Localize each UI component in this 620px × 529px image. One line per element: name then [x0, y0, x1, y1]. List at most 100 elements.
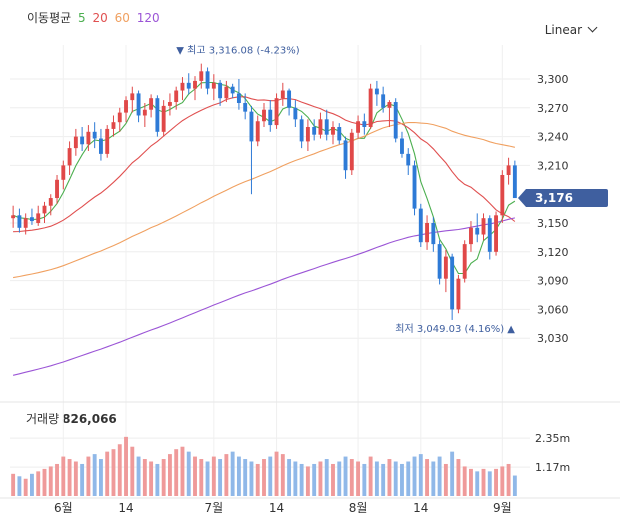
- candle: [456, 274, 461, 314]
- volume-bar: [494, 468, 498, 496]
- candle-body: [362, 121, 367, 127]
- candle-body: [230, 86, 235, 94]
- candle: [481, 213, 486, 241]
- candle: [324, 109, 329, 141]
- volume-bar: [236, 456, 241, 496]
- ma-legend-60[interactable]: 60: [114, 11, 130, 25]
- y-tick-label: 3,120: [537, 246, 569, 259]
- annotations: ▼ 최고 3,316.08 (-4.23%) 최저 3,049.03 (4.16%…: [176, 45, 608, 335]
- candle-body: [92, 131, 97, 139]
- candle-body: [130, 93, 135, 101]
- candle: [280, 82, 285, 106]
- volume-bar: [312, 463, 317, 496]
- volume-bar: [475, 471, 480, 496]
- candle-body: [199, 71, 204, 81]
- candle-body: [318, 119, 323, 135]
- volume-bar: [17, 476, 22, 496]
- volume-bar: [117, 444, 122, 496]
- volume-bar: [469, 468, 473, 496]
- candle: [487, 215, 492, 260]
- candle-body: [450, 256, 455, 310]
- volume-title: 거래량: [26, 412, 60, 426]
- candle-body: [262, 109, 266, 122]
- candle: [224, 80, 229, 103]
- volume-bar: [400, 463, 404, 496]
- volume-bar: [305, 466, 310, 496]
- ma-legend-120[interactable]: 120: [136, 11, 160, 25]
- candle: [450, 253, 455, 320]
- candle: [149, 94, 154, 118]
- candle: [36, 205, 41, 226]
- volume-bar: [262, 459, 266, 496]
- volume-bar: [381, 463, 386, 496]
- axes: 3,300 3,270 3,240 3,210 3,150 3,120 3,090 3,060…: [54, 73, 570, 515]
- candle: [312, 119, 317, 141]
- candle-body: [462, 244, 467, 279]
- candle: [61, 160, 66, 190]
- candle: [155, 95, 160, 137]
- y-tick-label: 3,090: [537, 275, 569, 288]
- candle: [92, 122, 97, 149]
- candle: [443, 249, 448, 293]
- volume-bar: [36, 471, 41, 496]
- volume-bar: [167, 454, 172, 496]
- candle: [400, 131, 404, 158]
- volume-bar: [506, 463, 511, 496]
- volume-bar: [287, 459, 292, 496]
- candle-body: [299, 119, 304, 142]
- volume-bars: [11, 436, 517, 496]
- x-tick-label: 6월: [54, 501, 73, 515]
- candle-body: [155, 98, 160, 132]
- scale-select-label: Linear: [544, 23, 582, 37]
- candle: [331, 121, 335, 145]
- volume-bar: [450, 451, 455, 496]
- candle-body: [356, 121, 361, 133]
- candle-body: [67, 148, 72, 166]
- candle: [512, 160, 517, 199]
- ma-legend-5[interactable]: 5: [78, 11, 86, 25]
- volume-bar: [230, 451, 235, 496]
- x-tick-label: 7월: [204, 501, 223, 515]
- candle-body: [55, 179, 59, 199]
- candle: [469, 221, 473, 252]
- candle: [67, 141, 72, 175]
- candle: [318, 112, 323, 139]
- volume-bar: [67, 459, 72, 496]
- ma-legend: 이동평균 5 20 60 120: [27, 9, 163, 26]
- candle-body: [331, 127, 335, 135]
- volume-bar: [55, 463, 59, 496]
- candle: [431, 217, 436, 252]
- candle: [193, 76, 197, 101]
- candle: [262, 103, 266, 127]
- volume-bar: [356, 461, 361, 496]
- volume-bar: [343, 456, 348, 496]
- candle-body: [280, 90, 285, 99]
- candle: [381, 86, 386, 113]
- candle: [142, 103, 147, 127]
- ma-legend-20[interactable]: 20: [92, 11, 108, 25]
- candle: [475, 213, 480, 243]
- candle: [374, 80, 379, 106]
- candle: [249, 105, 254, 195]
- volume-label: 거래량 826,066: [26, 410, 117, 427]
- candle: [42, 201, 47, 223]
- candle: [105, 125, 110, 158]
- volume-bar: [130, 446, 135, 496]
- candle: [349, 128, 354, 175]
- ma-legend-title: 이동평균: [27, 11, 72, 25]
- y-tick-label: 3,300: [537, 73, 569, 86]
- candle-body: [105, 128, 110, 154]
- candle-body: [443, 256, 448, 279]
- volume-bar: [481, 468, 486, 496]
- volume-bar: [92, 454, 97, 496]
- candle-body: [193, 80, 197, 89]
- volume-bar: [487, 471, 492, 496]
- candle-body: [17, 215, 22, 228]
- current-price-label: 3,176: [535, 191, 573, 205]
- scale-select[interactable]: Linear: [544, 22, 598, 37]
- volume-bar: [349, 459, 354, 496]
- candle-body: [475, 227, 480, 235]
- candle-body: [23, 218, 28, 228]
- volume-bar: [243, 459, 248, 496]
